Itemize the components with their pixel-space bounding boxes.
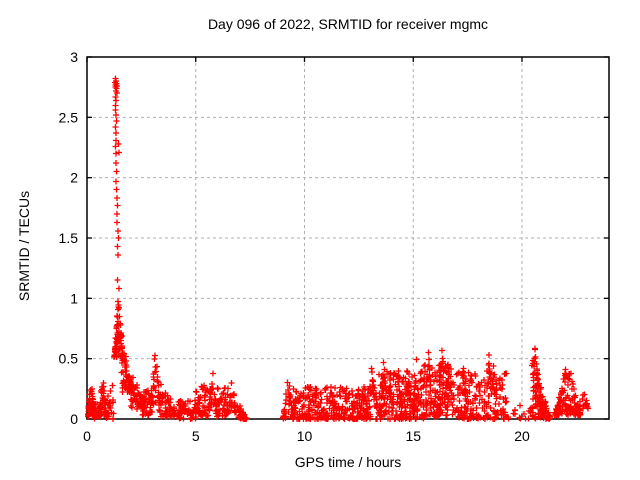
chart-title: Day 096 of 2022, SRMTID for receiver mgm…: [207, 16, 489, 32]
x-tick-label: 15: [405, 428, 421, 444]
y-tick-label: 0.5: [59, 351, 79, 367]
y-tick-label: 1.5: [59, 230, 79, 246]
y-tick-label: 0: [70, 411, 78, 427]
x-tick-label: 0: [83, 428, 91, 444]
y-tick-label: 1: [70, 290, 78, 306]
x-tick-label: 5: [192, 428, 200, 444]
scatter-points: [85, 75, 591, 422]
x-tick-label: 20: [514, 428, 530, 444]
x-tick-label: 10: [297, 428, 313, 444]
x-axis-label: GPS time / hours: [294, 454, 402, 470]
y-tick-label: 3: [70, 49, 78, 65]
y-tick-label: 2: [70, 170, 78, 186]
y-tick-label: 2.5: [59, 109, 79, 125]
